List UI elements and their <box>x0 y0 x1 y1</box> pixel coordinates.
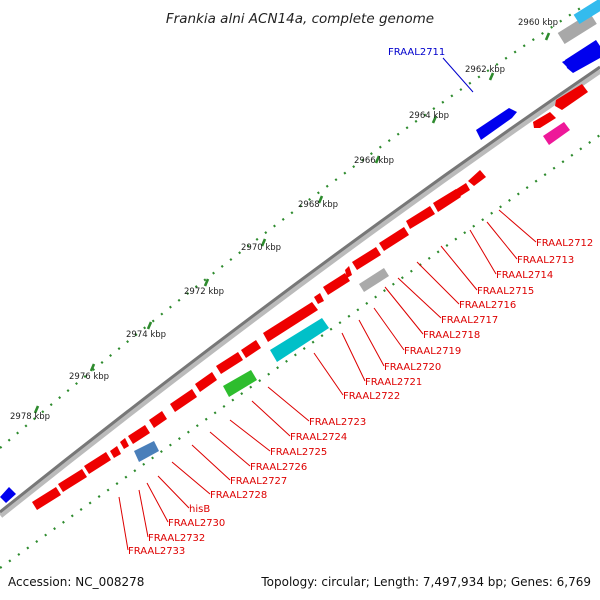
gene-arrow <box>84 452 111 474</box>
gene-label: FRAAL2728 <box>210 490 267 501</box>
gene-arrow <box>314 293 324 304</box>
tick-label: 2966 kbp <box>354 156 394 166</box>
gene-label: FRAAL2714 <box>496 270 553 281</box>
gene-label: FRAAL2724 <box>290 432 347 443</box>
gene-label: FRAAL2726 <box>250 462 307 473</box>
gene-label: FRAAL2716 <box>459 300 516 311</box>
gene-arrow <box>323 273 350 295</box>
tick-label: 2972 kbp <box>184 287 224 297</box>
gene-arrow-steelblue <box>134 441 159 462</box>
gene-arrow <box>0 487 16 503</box>
gene-label: FRAAL2730 <box>168 518 225 529</box>
gene-arrow <box>263 302 318 342</box>
outer-ruler <box>0 4 586 449</box>
gene-label: FRAAL2712 <box>536 238 593 249</box>
gene-arrow <box>379 227 409 251</box>
gene-arrow <box>533 112 556 128</box>
backbone-shadow <box>0 67 600 518</box>
leader-lines <box>118 209 537 551</box>
gene-arrow <box>32 487 61 510</box>
gene-arrow <box>406 206 435 229</box>
gene-arrow <box>565 40 600 73</box>
gene-arrow <box>58 469 87 492</box>
gene-arrow-cyan <box>270 318 329 362</box>
map-title: Frankia alni ACN14a, complete genome <box>166 11 434 27</box>
gene-arrow-green <box>223 370 257 397</box>
tick-label: 2978 kbp <box>10 412 50 422</box>
gene-arrow <box>433 189 461 212</box>
tick-label: 2962 kbp <box>465 65 505 75</box>
gene-arrow <box>149 411 167 428</box>
gene-arrow-grey <box>359 268 389 292</box>
gene-arrow <box>557 12 597 45</box>
gene-arrow <box>170 389 197 412</box>
tick-label: 2964 kbp <box>409 111 449 121</box>
accession-text: Accession: NC_008278 <box>8 575 144 589</box>
gene-label-group: FRAAL2712 FRAAL2713 FRAAL2714 FRAAL2715 … <box>128 238 593 557</box>
gene-arrow <box>352 247 381 270</box>
gene-label: FRAAL2721 <box>365 377 422 388</box>
gene-arrow <box>345 266 352 278</box>
tick-label: 2974 kbp <box>126 330 166 340</box>
gene-arrow-magenta <box>543 122 570 145</box>
gene-arrow <box>468 170 486 186</box>
gene-arrow <box>120 438 129 449</box>
gene-label: FRAAL2727 <box>230 476 287 487</box>
gene-arrow <box>555 84 588 110</box>
gene-label: FRAAL2713 <box>517 255 574 266</box>
tick-label: 2970 kbp <box>241 243 281 253</box>
major-ticks <box>33 32 551 414</box>
gene-arrow <box>476 108 517 140</box>
forward-genes <box>0 0 600 503</box>
gene-label: FRAAL2722 <box>343 391 400 402</box>
gene-label: FRAAL2733 <box>128 546 185 557</box>
gene-label: FRAAL2718 <box>423 330 480 341</box>
label-fraal2711: FRAAL2711 <box>388 47 445 58</box>
reverse-genes <box>32 84 588 510</box>
gene-arrow <box>241 340 261 358</box>
gene-label: FRAAL2732 <box>148 533 205 544</box>
genome-summary-text: Topology: circular; Length: 7,497,934 bp… <box>260 575 591 589</box>
leader-line-fraal2711 <box>442 57 474 93</box>
gene-arrow <box>216 352 243 374</box>
tick-label: 2960 kbp <box>518 18 558 28</box>
gene-label: FRAAL2720 <box>384 362 441 373</box>
gene-label: FRAAL2717 <box>441 315 498 326</box>
tick-label: 2968 kbp <box>298 200 338 210</box>
gene-label: hisB <box>189 504 210 515</box>
gene-arrow <box>110 446 121 458</box>
gene-arrow <box>573 0 600 25</box>
gene-label: FRAAL2719 <box>404 346 461 357</box>
gene-arrow <box>562 58 570 70</box>
gene-arrow <box>195 372 217 392</box>
gene-label: FRAAL2723 <box>309 417 366 428</box>
gene-label: FRAAL2715 <box>477 286 534 297</box>
backbone <box>0 65 600 514</box>
tick-label: 2976 kbp <box>69 372 109 382</box>
gene-label: FRAAL2725 <box>270 447 327 458</box>
gene-arrow <box>128 425 150 444</box>
